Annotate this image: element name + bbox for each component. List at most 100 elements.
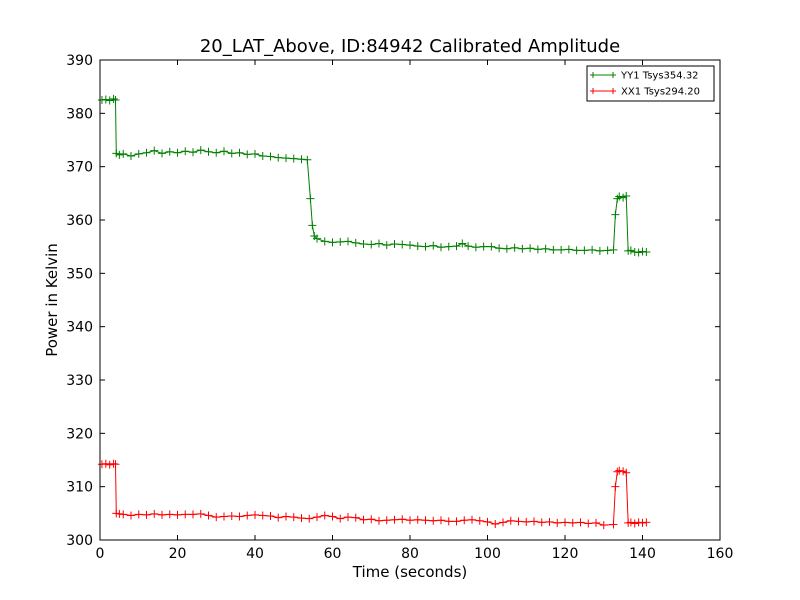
- data-point-marker: [158, 510, 166, 519]
- data-point-marker: [468, 515, 476, 524]
- data-point-marker: [390, 515, 399, 524]
- data-point-marker: [109, 94, 118, 103]
- data-point-marker: [429, 516, 438, 525]
- x-axis-label: Time (seconds): [352, 563, 468, 581]
- data-point-marker: [115, 150, 124, 159]
- data-point-marker: [258, 152, 267, 160]
- data-point-marker: [359, 515, 368, 524]
- data-point-marker: [611, 210, 620, 219]
- data-point-marker: [336, 514, 345, 523]
- axes-background: [100, 60, 720, 540]
- data-point-marker: [142, 148, 151, 157]
- data-point-marker: [274, 153, 283, 162]
- data-point-marker: [308, 221, 317, 230]
- data-point-marker: [306, 194, 315, 203]
- data-point-marker: [297, 155, 306, 164]
- data-point-marker: [572, 246, 581, 255]
- x-tick-label: 20: [169, 546, 187, 562]
- data-point-marker: [398, 240, 407, 249]
- data-point-marker: [320, 511, 329, 520]
- data-point-marker: [514, 517, 523, 526]
- legend-marker: [590, 72, 616, 78]
- data-point-marker: [336, 237, 345, 246]
- data-point-marker: [189, 148, 197, 157]
- data-point-marker: [553, 518, 562, 527]
- data-point-marker: [630, 248, 639, 256]
- x-tick-label: 120: [552, 546, 579, 562]
- series-1: [97, 94, 651, 257]
- data-point-marker: [297, 514, 306, 523]
- x-tick-label: 0: [96, 546, 105, 562]
- data-point-marker: [251, 510, 259, 519]
- data-point-marker: [421, 242, 430, 251]
- data-point-marker: [97, 460, 106, 469]
- data-point-marker: [479, 242, 488, 251]
- data-point-marker: [111, 96, 120, 104]
- y-tick-label: 330: [66, 373, 93, 389]
- data-point-marker: [251, 149, 259, 158]
- y-tick-label: 390: [66, 53, 93, 69]
- data-point-marker: [196, 509, 205, 518]
- x-axis-ticks: 0 20 40 60 80 100 120 140 160: [96, 60, 733, 562]
- data-point-marker: [181, 147, 190, 156]
- data-point-marker: [638, 247, 647, 256]
- data-point-marker: [173, 148, 182, 157]
- data-point-marker: [111, 460, 120, 469]
- data-point-marker: [537, 518, 546, 527]
- data-point-marker: [375, 516, 383, 525]
- data-point-marker: [220, 147, 228, 156]
- data-point-marker: [109, 459, 118, 468]
- data-point-marker: [458, 239, 467, 248]
- data-point-marker: [289, 154, 298, 163]
- data-point-marker: [603, 246, 612, 255]
- x-tick-label: 80: [401, 546, 419, 562]
- y-tick-label: 370: [66, 160, 93, 176]
- data-point-marker: [530, 517, 538, 526]
- data-point-marker: [452, 517, 461, 526]
- data-point-marker: [212, 148, 221, 157]
- data-point-marker: [622, 468, 631, 477]
- data-point-marker: [502, 244, 511, 253]
- data-point-marker: [274, 513, 283, 522]
- y-axis-ticks: 300 310 320 330 340 350 360 370 380 390: [66, 53, 720, 549]
- data-point-marker: [101, 95, 110, 104]
- data-point-marker: [382, 241, 391, 250]
- data-point-marker: [97, 96, 106, 104]
- data-point-marker: [220, 512, 228, 521]
- data-point-marker: [413, 515, 422, 524]
- data-point-marker: [212, 513, 221, 522]
- data-point-marker: [328, 238, 337, 247]
- y-tick-label: 310: [66, 480, 93, 496]
- data-point-marker: [568, 518, 577, 527]
- data-point-marker: [613, 194, 622, 203]
- data-point-marker: [227, 149, 236, 158]
- legend-box: [586, 65, 715, 102]
- data-point-marker: [398, 515, 407, 524]
- data-point-marker: [119, 510, 128, 519]
- data-point-marker: [266, 512, 275, 520]
- data-point-marker: [173, 510, 182, 519]
- data-point-marker: [115, 509, 124, 518]
- data-point-marker: [134, 149, 143, 158]
- legend-entry: XX1 Tsys294.20: [590, 87, 700, 98]
- data-point-marker: [344, 513, 352, 522]
- data-point-marker: [626, 246, 635, 255]
- data-point-marker: [580, 246, 589, 255]
- x-tick-label: 40: [246, 546, 264, 562]
- data-point-marker: [630, 519, 639, 528]
- data-point-marker: [541, 244, 550, 253]
- x-tick-label: 140: [629, 546, 656, 562]
- data-point-marker: [150, 146, 159, 155]
- data-point-marker: [491, 520, 500, 528]
- data-point-marker: [638, 518, 647, 527]
- legend-label: XX1 Tsys294.20: [621, 87, 700, 98]
- data-point-marker: [487, 242, 496, 251]
- legend-marker: [590, 88, 616, 94]
- data-point-marker: [557, 245, 566, 254]
- data-point-marker: [626, 518, 635, 527]
- data-point-marker: [243, 150, 252, 159]
- data-point-marker: [642, 248, 651, 256]
- data-point-marker: [545, 517, 554, 526]
- legend: YY1 Tsys354.32 XX1 Tsys294.20: [586, 65, 715, 102]
